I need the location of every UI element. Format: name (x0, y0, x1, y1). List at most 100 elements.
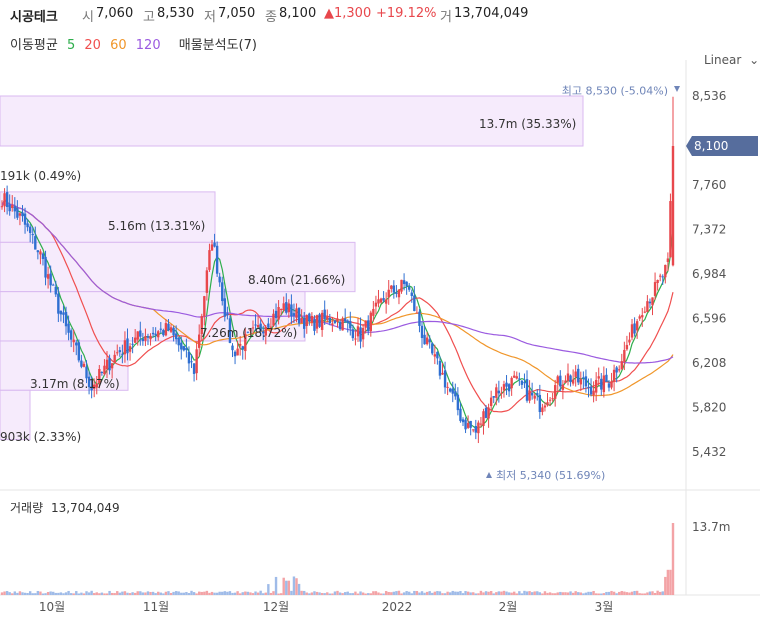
volume-bar (536, 591, 539, 595)
ma-5[interactable]: 5 (66, 38, 76, 53)
volume-bar (651, 591, 654, 595)
candle-body (428, 339, 431, 343)
ma-120[interactable]: 120 (135, 38, 161, 53)
candle-body (146, 336, 150, 338)
volume-bar (95, 592, 98, 595)
volume-bar (292, 576, 296, 595)
y-tick-label: 5,820 (692, 401, 726, 415)
volume-bar (136, 591, 139, 595)
candle-body (233, 351, 237, 357)
volume-bar (402, 592, 406, 595)
volume-bar (489, 590, 493, 595)
volume-bar (658, 591, 662, 595)
candle-body (495, 387, 498, 398)
candle-body (372, 308, 375, 316)
candle-body (436, 351, 439, 359)
candle-body (308, 313, 311, 322)
volume-profile-label: 7.26m (18.72%) (200, 326, 297, 340)
volume-bar (264, 592, 267, 595)
volume-bar (615, 593, 618, 595)
ma-20[interactable]: 20 (84, 38, 101, 53)
close-value: 8,100 (279, 6, 317, 21)
candle-body (128, 346, 132, 352)
volume-bar (630, 591, 634, 595)
volume-bar (254, 591, 257, 595)
candle-body (236, 348, 239, 356)
candle-body (305, 314, 308, 327)
candle-body (141, 338, 145, 341)
volume-bar (661, 591, 664, 595)
volume-pane-label: 거래량 13,704,049 (10, 499, 120, 516)
candle-body (323, 309, 326, 320)
volume-bar (448, 592, 452, 595)
candle-body (395, 292, 398, 294)
volume-bar (600, 593, 603, 595)
candle-body (210, 244, 214, 251)
volume-bar (39, 591, 42, 595)
volume-bar (23, 592, 27, 595)
volume-bar (139, 591, 142, 595)
volume-bar (157, 591, 160, 595)
volume-bar (218, 591, 221, 595)
volume-bar (82, 593, 86, 595)
candle-body (8, 204, 11, 212)
volume-bar (384, 591, 388, 595)
candle-body (551, 398, 554, 400)
candle-body (559, 375, 562, 387)
y-tick-label: 6,208 (692, 356, 726, 370)
volume-bar (169, 592, 173, 595)
volume-bar (474, 593, 477, 595)
candle-body (408, 286, 411, 290)
volume-bar (354, 591, 357, 595)
volume-bar (436, 591, 439, 595)
volume-bar (187, 593, 191, 595)
candle-body (72, 339, 75, 343)
volume-bar (571, 592, 575, 595)
volume-bar (233, 592, 237, 595)
volume-bar (92, 593, 96, 595)
volume-bar (251, 593, 255, 595)
volume-bar (669, 569, 672, 595)
candle-body (384, 299, 388, 304)
high-label: 고 (143, 10, 155, 25)
candle-body (413, 295, 416, 312)
candle-body (620, 361, 623, 370)
candle-body (198, 334, 201, 348)
scale-selector[interactable]: Linear ⌄ (704, 53, 759, 67)
candle-body (23, 213, 27, 225)
scale-label: Linear (704, 53, 742, 67)
ma-60[interactable]: 60 (110, 38, 127, 53)
volume-bar (331, 593, 334, 595)
candle-body (646, 301, 649, 313)
max-price-marker: 최고 8,530 (-5.04%) (562, 85, 668, 98)
candle-body (187, 351, 191, 364)
volume-bar (656, 590, 659, 595)
candle-body (648, 301, 652, 304)
volume-profile-label[interactable]: 매물분석도(7) (178, 38, 257, 53)
candle-body (251, 327, 255, 329)
candle-body (566, 373, 570, 381)
volume-bar (454, 591, 457, 595)
volume-bar (18, 591, 22, 595)
volume-bar (203, 591, 206, 595)
candle-body (497, 390, 501, 394)
candle-body (364, 320, 367, 328)
candle-body (105, 359, 109, 370)
candle-body (180, 342, 183, 350)
candle-body (333, 320, 337, 324)
volume-bar (584, 592, 588, 595)
candle-body (597, 376, 600, 379)
volume-bar (151, 591, 155, 595)
candle-body (661, 276, 664, 278)
volume-bar (131, 592, 134, 595)
candle-body (343, 318, 347, 322)
candle-body (241, 346, 244, 350)
volume-bar (64, 592, 68, 595)
candle-body (510, 377, 513, 389)
volume-bar (279, 593, 283, 595)
volume-bar (295, 578, 298, 595)
volume-bar (215, 592, 219, 595)
volume-bar (87, 592, 91, 595)
candle-body (167, 323, 170, 331)
